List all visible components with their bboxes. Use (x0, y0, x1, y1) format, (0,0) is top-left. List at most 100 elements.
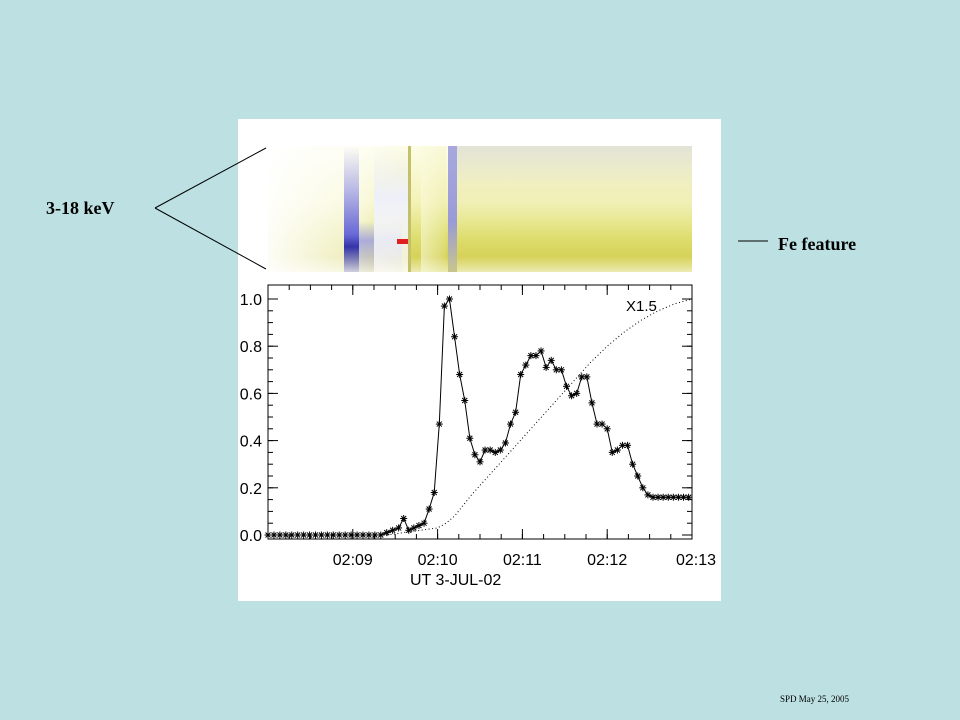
footer-text: SPD May 25, 2005 (780, 694, 850, 704)
data-point (680, 493, 688, 501)
plot-frame (267, 284, 693, 540)
data-point (562, 382, 570, 390)
data-point (486, 446, 494, 454)
data-point (317, 531, 325, 539)
y-axis: 0.0 0.2 0.4 0.6 0.8 1.0 (240, 292, 692, 545)
spectrogram-lavender-stripe (448, 146, 457, 272)
data-point (654, 493, 662, 501)
data-point (644, 491, 652, 499)
energy-band-label: 3-18 keV (46, 198, 115, 218)
data-point (501, 439, 509, 447)
data-point (471, 451, 479, 459)
data-point (435, 420, 443, 428)
data-point (395, 524, 403, 532)
data-point (389, 526, 397, 534)
data-point (598, 420, 606, 428)
data-point (282, 531, 290, 539)
annotation-x15: X1.5 (626, 298, 657, 315)
data-point (527, 352, 535, 360)
y-tick-label: 0.8 (240, 339, 262, 356)
data-point (685, 493, 693, 501)
data-point (618, 441, 626, 449)
data-point (491, 448, 499, 456)
data-point (557, 366, 565, 374)
bracket-line-bottom (154, 207, 267, 270)
x-tick-label: 02:12 (587, 552, 627, 569)
spectrogram-red-spot (397, 239, 409, 245)
data-point (445, 295, 453, 303)
data-point (512, 408, 520, 416)
data-point (300, 531, 308, 539)
spectrogram-image (268, 146, 692, 272)
data-point (371, 531, 379, 539)
data-point (377, 531, 385, 539)
series-markers (264, 295, 693, 539)
data-point (347, 531, 355, 539)
data-point (639, 484, 647, 492)
data-point (476, 458, 484, 466)
data-point (542, 363, 550, 371)
data-point (608, 448, 616, 456)
series-solid-line (268, 297, 689, 536)
data-point (532, 352, 540, 360)
data-point (613, 446, 621, 454)
data-point (323, 531, 331, 539)
bracket-line-top (154, 147, 267, 209)
spectrogram-pale-stripe (420, 146, 447, 272)
x-axis: 02:09 02:10 02:11 02:12 02:13 (267, 285, 716, 569)
data-point (451, 333, 459, 341)
data-point (365, 531, 373, 539)
data-point (353, 531, 361, 539)
spectrogram-stripe-dark-1 (407, 146, 411, 272)
y-tick-label: 0.6 (240, 386, 262, 403)
y-tick-label: 1.0 (240, 292, 262, 309)
data-point (288, 531, 296, 539)
data-point (537, 347, 545, 355)
data-point (547, 356, 555, 364)
data-point (329, 531, 337, 539)
data-point (264, 531, 272, 539)
data-point (294, 531, 302, 539)
x-tick-label: 02:09 (333, 552, 373, 569)
data-point (440, 302, 448, 310)
data-point (456, 371, 464, 379)
data-point (634, 472, 642, 480)
data-point (405, 526, 413, 534)
data-point (400, 514, 408, 522)
data-point (588, 399, 596, 407)
y-tick-label: 0.0 (240, 528, 262, 545)
y-tick-label: 0.2 (240, 481, 262, 498)
data-point (306, 531, 314, 539)
x-tick-label: 02:13 (676, 552, 716, 569)
series-dotted-line (268, 298, 693, 536)
data-point (359, 531, 367, 539)
data-point (583, 373, 591, 381)
x-tick-label: 02:11 (503, 552, 542, 569)
data-point (270, 531, 278, 539)
data-point (410, 524, 418, 532)
data-point (629, 460, 637, 468)
data-point (425, 505, 433, 513)
data-point (573, 389, 581, 397)
data-point (461, 396, 469, 404)
data-point (341, 531, 349, 539)
data-point (496, 446, 504, 454)
data-point (522, 361, 530, 369)
data-point (420, 519, 428, 527)
spectrogram-bright-stripe (374, 146, 408, 272)
data-point (659, 493, 667, 501)
fe-feature-label: Fe feature (778, 234, 857, 254)
data-point (507, 420, 515, 428)
data-point (415, 522, 423, 530)
data-point (517, 371, 525, 379)
spectrogram-blue-band (344, 146, 360, 272)
data-point (669, 493, 677, 501)
y-tick-label: 0.4 (240, 434, 262, 451)
data-point (311, 531, 319, 539)
data-point (603, 425, 611, 433)
x-axis-label: UT 3-JUL-02 (410, 572, 501, 589)
x-tick-label: 02:10 (418, 552, 458, 569)
data-point (430, 489, 438, 497)
